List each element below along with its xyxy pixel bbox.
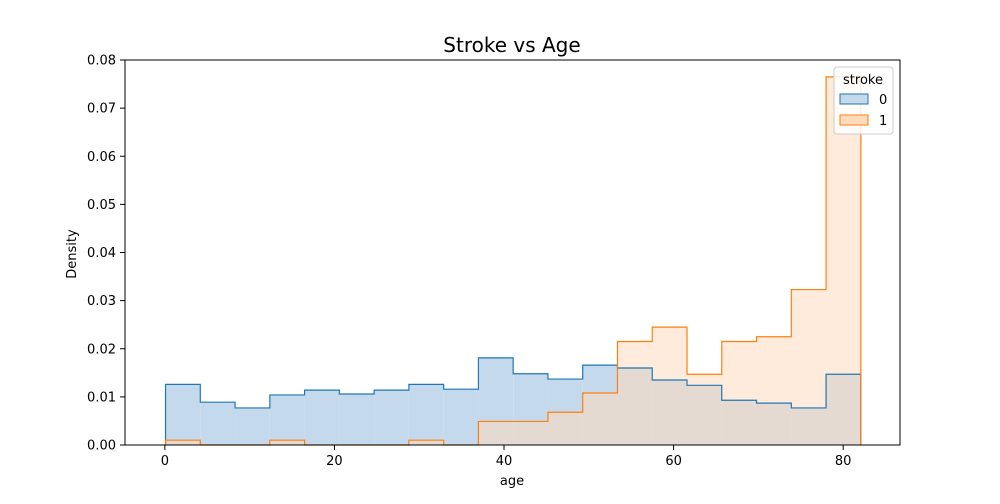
x-axis-label: age	[500, 474, 524, 489]
x-tick-label: 60	[665, 454, 682, 469]
y-tick-label: 0.02	[87, 342, 116, 357]
bar-series-1-bin-10	[513, 421, 548, 445]
bar-series-0-bin-0	[165, 384, 201, 445]
bar-series-1-bin-17	[756, 336, 792, 445]
bar-series-1-bin-14	[652, 327, 688, 445]
bar-series-1-bin-19	[826, 76, 861, 445]
x-tick-label: 40	[496, 454, 513, 469]
legend-swatch-0	[839, 93, 869, 105]
y-axis-label: Density	[65, 229, 80, 279]
bar-series-0-bin-4	[304, 390, 340, 445]
bar-series-1-bin-12	[582, 393, 618, 445]
bar-series-0-bin-7	[408, 384, 444, 445]
axes: 0 20 40 60 80 0.00 0.01 0.02 0.03 0.04 0.05 0.06 0.0…	[87, 54, 901, 469]
x-tick-label: 20	[326, 454, 343, 469]
legend-title: stroke	[843, 73, 883, 88]
bar-series-0-bin-1	[200, 402, 236, 445]
chart-title: Stroke vs Age	[443, 33, 580, 57]
bar-series-1-bin-16	[721, 341, 757, 445]
bar-series-1-bin-9	[478, 421, 514, 445]
bar-series-0-bin-2	[235, 407, 270, 445]
bar-series-1-bin-3	[269, 440, 305, 445]
bar-series-1-bin-7	[408, 440, 444, 445]
legend-label-0: 0	[879, 93, 887, 108]
bar-series-0-bin-5	[339, 393, 375, 445]
y-tick-label: 0.04	[87, 246, 116, 261]
step-outline-series-1	[164, 76, 862, 446]
bar-series-1-bin-15	[687, 374, 722, 445]
legend: stroke 0 1	[833, 66, 894, 135]
bar-series-0-bin-3	[269, 394, 305, 445]
y-tick-label: 0.06	[87, 150, 116, 165]
y-tick-label: 0.07	[87, 102, 116, 117]
x-tick-label: 0	[161, 454, 169, 469]
bar-series-1-bin-11	[547, 412, 583, 445]
y-tick-label: 0.08	[87, 54, 116, 69]
plot-area	[164, 76, 862, 446]
y-tick-label: 0.05	[87, 198, 116, 213]
bar-series-1-bin-0	[165, 440, 201, 445]
y-tick-label: 0.00	[87, 439, 116, 454]
legend-label-1: 1	[879, 114, 887, 129]
x-tick-label: 80	[835, 454, 852, 469]
bar-series-1-bin-18	[791, 289, 827, 445]
bar-series-0-bin-8	[443, 389, 479, 445]
y-tick-label: 0.01	[87, 390, 116, 405]
bar-series-1-bin-13	[617, 341, 653, 445]
step-outline-series-0	[164, 357, 862, 445]
legend-swatch-1	[839, 114, 869, 126]
y-tick-label: 0.03	[87, 294, 116, 309]
bar-series-0-bin-6	[374, 390, 409, 445]
